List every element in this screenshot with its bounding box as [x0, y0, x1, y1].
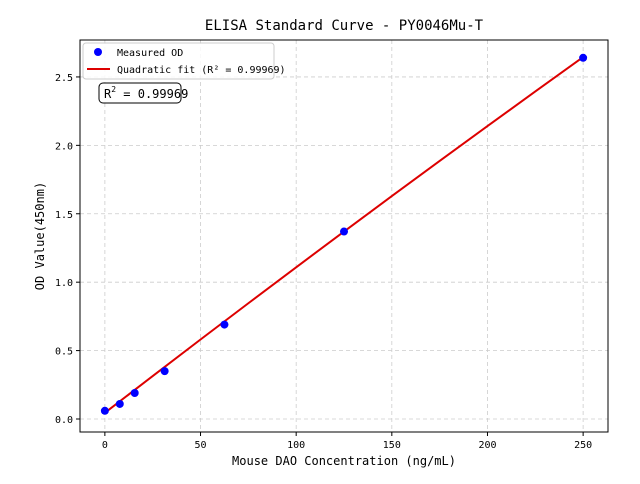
legend-label-measured: Measured OD	[117, 48, 183, 59]
x-tick-label: 150	[383, 440, 401, 451]
data-point	[220, 320, 229, 329]
data-point	[100, 406, 109, 415]
y-tick-label: 2.0	[55, 141, 73, 152]
x-tick-label: 250	[574, 440, 592, 451]
data-point	[130, 389, 139, 398]
y-tick-label: 1.0	[55, 278, 73, 289]
x-ticks: 0 50 100 150 200 250	[102, 432, 592, 451]
legend-label-fit: Quadratic fit (R² = 0.99969)	[117, 65, 286, 76]
data-point	[340, 227, 348, 236]
scatter-series	[100, 53, 588, 415]
data-point	[579, 53, 588, 62]
x-tick-label: 200	[478, 440, 496, 451]
x-tick-label: 100	[287, 440, 305, 451]
y-tick-label: 0.0	[55, 415, 73, 426]
y-axis-label: OD Value(450nm)	[33, 182, 47, 290]
svg-text:R2 = 0.99969: R2 = 0.99969	[104, 85, 188, 101]
chart-title: ELISA Standard Curve - PY0046Mu-T	[205, 18, 484, 34]
x-tick-label: 50	[194, 440, 206, 451]
data-point	[160, 367, 169, 376]
data-point	[115, 399, 124, 408]
y-tick-label: 1.5	[55, 210, 73, 221]
y-ticks: 0.0 0.5 1.0 1.5 2.0 2.5	[55, 73, 80, 426]
y-tick-label: 0.5	[55, 347, 73, 358]
legend-marker-measured	[94, 48, 102, 56]
r2-annotation: R2 = 0.99969	[98, 82, 188, 104]
plot-frame	[79, 39, 609, 433]
x-tick-label: 0	[102, 440, 108, 451]
legend: Measured OD Quadratic fit (R² = 0.99969)	[82, 42, 286, 80]
x-axis-label: Mouse DAO Concentration (ng/mL)	[232, 454, 456, 468]
y-tick-label: 2.5	[55, 73, 73, 84]
